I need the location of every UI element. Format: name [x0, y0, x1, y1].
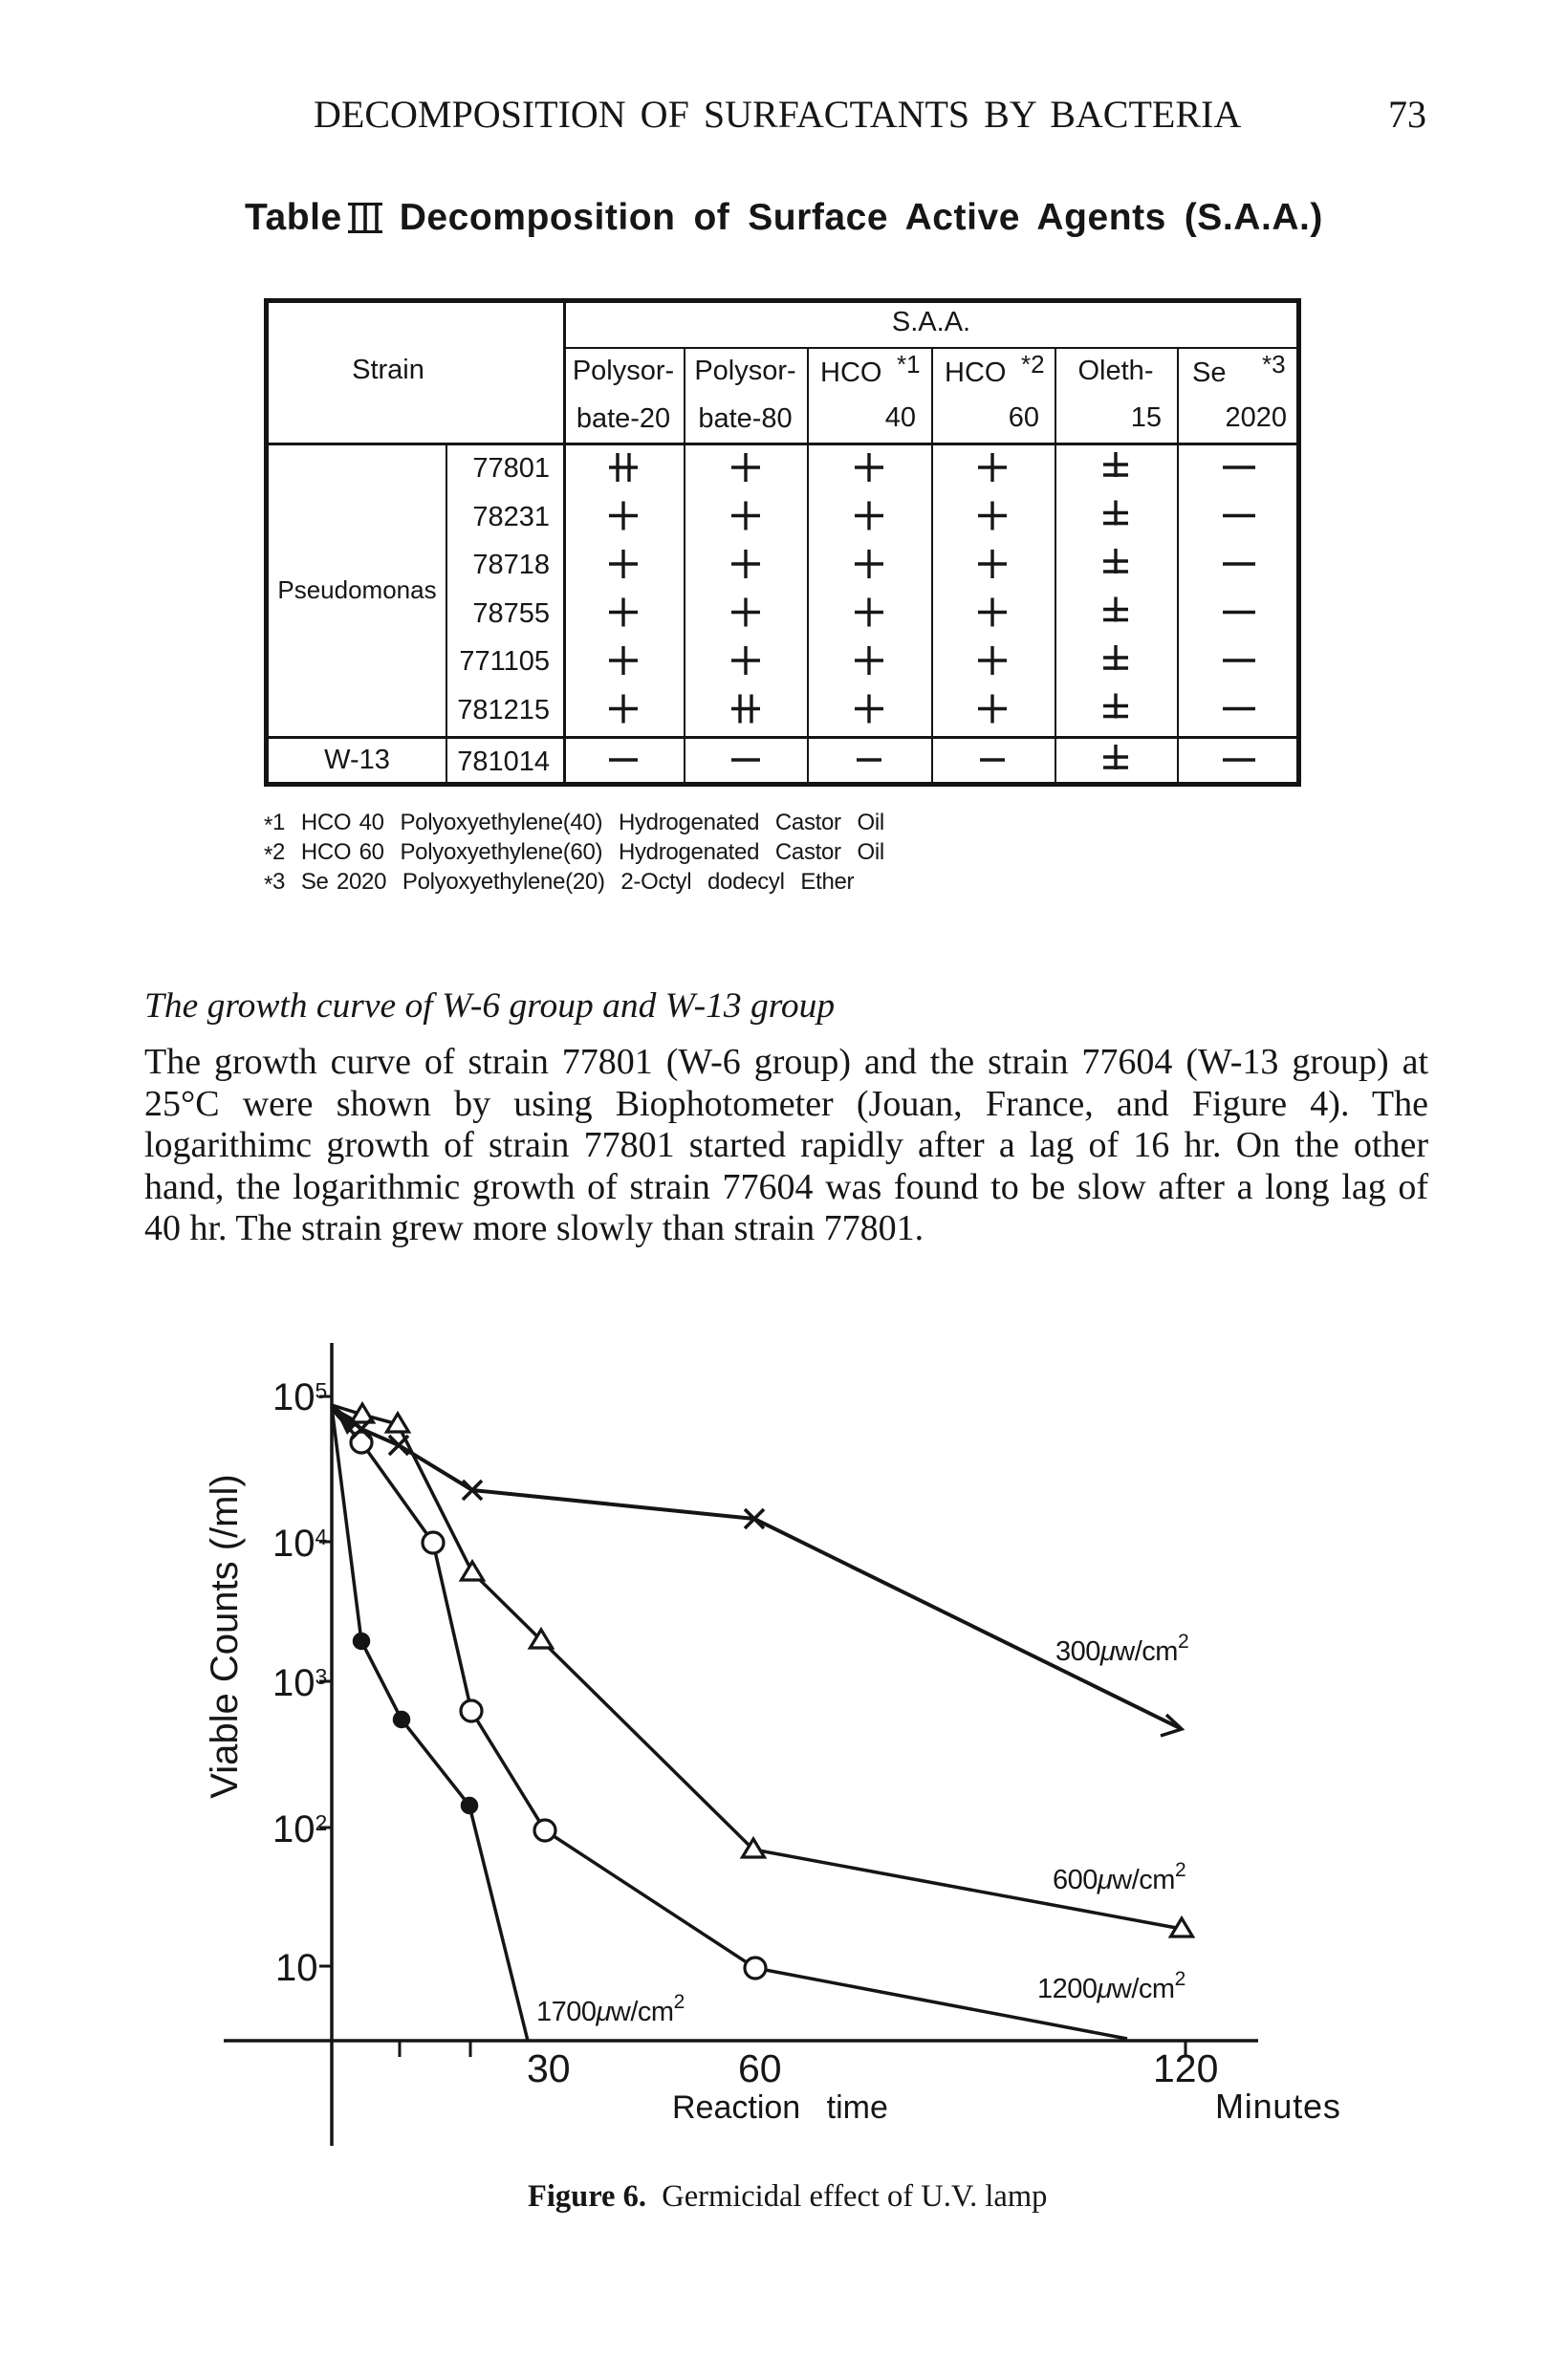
svg-text:300μw/cm2: 300μw/cm2 — [1055, 1631, 1188, 1667]
svg-text:105: 105 — [272, 1376, 327, 1418]
svg-text:1200μw/cm2: 1200μw/cm2 — [1037, 1968, 1185, 2004]
svg-text:Reaction time: Reaction time — [672, 2089, 888, 2126]
svg-text:103: 103 — [272, 1662, 327, 1704]
svg-text:120: 120 — [1153, 2046, 1218, 2090]
svg-text:10: 10 — [275, 1947, 318, 1989]
svg-text:600μw/cm2: 600μw/cm2 — [1053, 1859, 1185, 1895]
svg-text:104: 104 — [272, 1523, 328, 1565]
svg-text:60: 60 — [738, 2046, 782, 2090]
svg-text:Viable Counts (/ml): Viable Counts (/ml) — [204, 1474, 246, 1798]
svg-text:102: 102 — [272, 1808, 327, 1850]
svg-text:1700μw/cm2: 1700μw/cm2 — [536, 1991, 685, 2027]
svg-text:Minutes: Minutes — [1215, 2087, 1341, 2126]
svg-text:30: 30 — [527, 2046, 571, 2090]
